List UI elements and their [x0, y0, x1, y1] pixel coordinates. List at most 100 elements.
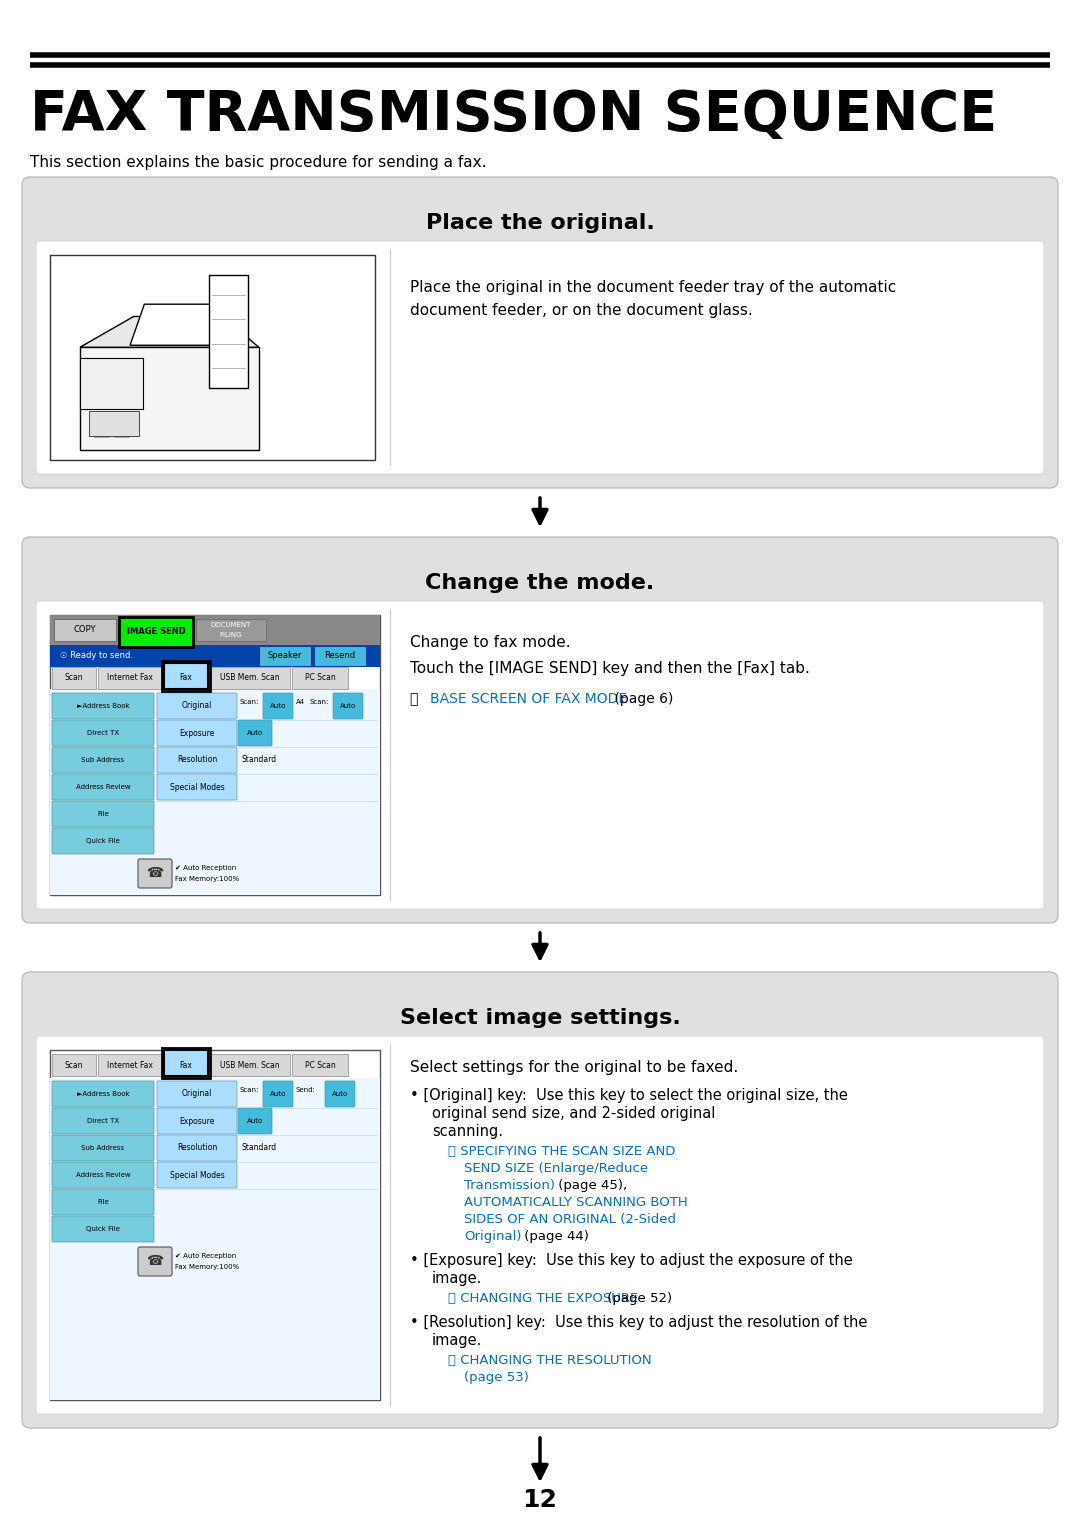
FancyBboxPatch shape	[52, 747, 154, 773]
Text: BASE SCREEN OF FAX MODE: BASE SCREEN OF FAX MODE	[430, 692, 627, 706]
Text: Fax: Fax	[179, 1060, 192, 1070]
Text: IMAGE SEND: IMAGE SEND	[126, 628, 186, 637]
Text: Original): Original)	[464, 1230, 522, 1242]
Text: Auto: Auto	[340, 703, 356, 709]
Bar	[315, 646, 365, 665]
Text: Fax Memory:100%: Fax Memory:100%	[175, 876, 240, 882]
Bar	[208, 275, 248, 388]
Text: AUTOMATICALLY SCANNING BOTH: AUTOMATICALLY SCANNING BOTH	[464, 1196, 688, 1209]
Text: Resend: Resend	[324, 651, 355, 660]
Bar	[210, 668, 291, 689]
FancyBboxPatch shape	[238, 1108, 272, 1134]
Text: Internet Fax: Internet Fax	[107, 674, 153, 683]
Text: Standard: Standard	[241, 755, 276, 764]
FancyBboxPatch shape	[157, 1108, 237, 1134]
Bar	[119, 617, 193, 646]
Bar	[50, 255, 375, 460]
Text: Address Review: Address Review	[76, 784, 131, 790]
Text: image.: image.	[432, 1271, 483, 1287]
FancyBboxPatch shape	[157, 694, 237, 720]
Text: USB Mem. Scan: USB Mem. Scan	[220, 674, 280, 683]
Text: File: File	[97, 1199, 109, 1206]
Text: Sub Address: Sub Address	[81, 756, 124, 762]
FancyBboxPatch shape	[80, 347, 259, 449]
Text: Touch the [IMAGE SEND] key and then the [Fax] tab.: Touch the [IMAGE SEND] key and then the …	[410, 662, 810, 675]
Text: Scan:: Scan:	[239, 698, 258, 704]
FancyBboxPatch shape	[52, 1189, 154, 1215]
FancyBboxPatch shape	[52, 694, 154, 720]
FancyBboxPatch shape	[52, 1135, 154, 1161]
Text: Change the mode.: Change the mode.	[426, 573, 654, 593]
FancyBboxPatch shape	[52, 1161, 154, 1187]
FancyBboxPatch shape	[36, 1036, 1044, 1413]
FancyBboxPatch shape	[52, 1080, 154, 1106]
Text: Scan: Scan	[65, 674, 83, 683]
Text: Select settings for the original to be faxed.: Select settings for the original to be f…	[410, 1060, 739, 1076]
Text: Quick File: Quick File	[86, 837, 120, 843]
FancyBboxPatch shape	[157, 720, 237, 746]
Text: image.: image.	[432, 1332, 483, 1348]
Text: (page 6): (page 6)	[610, 692, 673, 706]
Text: Fax Memory:100%: Fax Memory:100%	[175, 1264, 240, 1270]
Bar	[210, 1054, 291, 1076]
Bar	[50, 614, 380, 895]
FancyBboxPatch shape	[52, 720, 154, 746]
Bar	[50, 614, 380, 645]
Text: File: File	[97, 811, 109, 817]
Text: 📃 CHANGING THE RESOLUTION: 📃 CHANGING THE RESOLUTION	[448, 1354, 651, 1368]
Text: Sub Address: Sub Address	[81, 1144, 124, 1151]
Text: Exposure: Exposure	[179, 1117, 215, 1126]
FancyBboxPatch shape	[325, 1080, 355, 1106]
Text: Fax: Fax	[179, 674, 192, 683]
Text: Resolution: Resolution	[177, 755, 217, 764]
FancyBboxPatch shape	[138, 1247, 172, 1276]
Bar	[162, 1048, 210, 1077]
Bar	[98, 668, 162, 689]
FancyBboxPatch shape	[52, 828, 154, 854]
Text: Direct TX: Direct TX	[86, 1118, 119, 1125]
Text: scanning.: scanning.	[432, 1125, 503, 1138]
Text: Auto: Auto	[247, 1118, 264, 1125]
FancyBboxPatch shape	[157, 747, 237, 773]
Bar	[50, 1077, 380, 1400]
Text: Change to fax mode.: Change to fax mode.	[410, 636, 570, 649]
Bar	[80, 358, 143, 410]
Text: ►Address Book: ►Address Book	[77, 703, 130, 709]
FancyBboxPatch shape	[52, 1108, 154, 1134]
Text: Select image settings.: Select image settings.	[400, 1008, 680, 1028]
Text: Special Modes: Special Modes	[170, 782, 225, 792]
Text: Internet Fax: Internet Fax	[107, 1060, 153, 1070]
Text: 📃: 📃	[410, 692, 422, 706]
Text: Address Review: Address Review	[76, 1172, 131, 1178]
Bar	[292, 1054, 348, 1076]
FancyBboxPatch shape	[157, 775, 237, 801]
Bar	[52, 668, 96, 689]
FancyBboxPatch shape	[138, 859, 172, 888]
Text: Place the original.: Place the original.	[426, 212, 654, 232]
Text: A4: A4	[296, 698, 306, 704]
Text: 📃 CHANGING THE EXPOSURE: 📃 CHANGING THE EXPOSURE	[448, 1293, 638, 1305]
Text: Speaker: Speaker	[268, 651, 302, 660]
Text: ✔ Auto Reception: ✔ Auto Reception	[175, 1253, 237, 1259]
Text: FILING: FILING	[219, 633, 242, 639]
Bar	[50, 1050, 380, 1400]
Text: (page 45),: (page 45),	[554, 1180, 627, 1192]
Text: (page 52): (page 52)	[603, 1293, 672, 1305]
FancyBboxPatch shape	[333, 694, 363, 720]
FancyBboxPatch shape	[157, 1161, 237, 1187]
Text: ☎: ☎	[147, 1254, 164, 1268]
FancyBboxPatch shape	[22, 972, 1058, 1429]
Text: USB Mem. Scan: USB Mem. Scan	[220, 1060, 280, 1070]
Text: • [Exposure] key:  Use this key to adjust the exposure of the: • [Exposure] key: Use this key to adjust…	[410, 1253, 853, 1268]
FancyBboxPatch shape	[264, 1080, 293, 1106]
Bar	[50, 689, 380, 895]
Text: Original: Original	[181, 701, 212, 711]
Bar	[164, 1050, 208, 1076]
Text: Auto: Auto	[247, 730, 264, 736]
Text: Scan:: Scan:	[239, 1086, 258, 1093]
Text: Scan: Scan	[65, 1060, 83, 1070]
FancyBboxPatch shape	[52, 1216, 154, 1242]
Text: Standard: Standard	[241, 1143, 276, 1152]
Text: 📃 SPECIFYING THE SCAN SIZE AND: 📃 SPECIFYING THE SCAN SIZE AND	[448, 1144, 675, 1158]
Text: ✔ Auto Reception: ✔ Auto Reception	[175, 865, 237, 871]
